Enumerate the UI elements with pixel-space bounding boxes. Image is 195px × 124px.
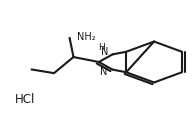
Text: N: N [100,67,107,77]
Text: NH₂: NH₂ [77,32,96,42]
Text: HCl: HCl [15,93,35,106]
Text: N: N [101,47,108,57]
Text: H: H [98,43,105,52]
